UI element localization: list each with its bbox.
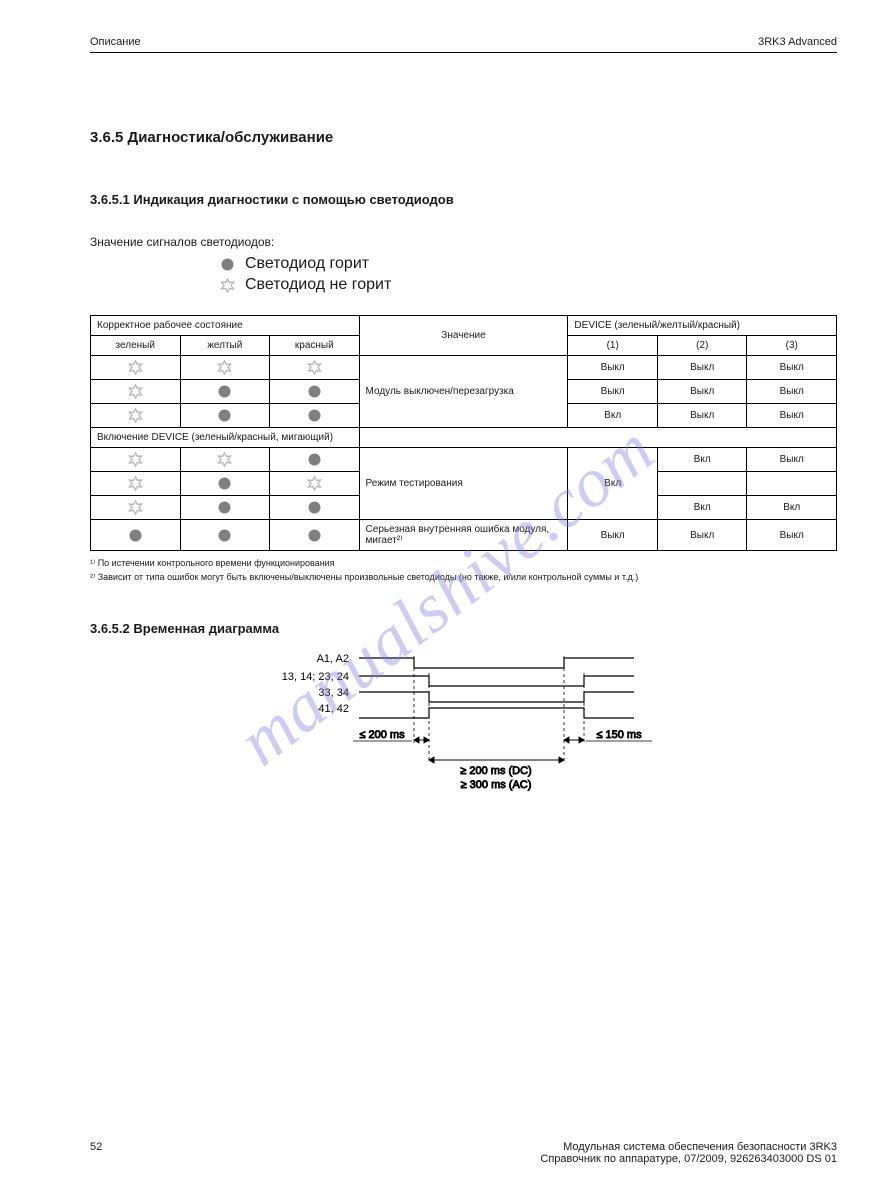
- table-row: Модуль выключен/перезагрузка Выкл Выкл В…: [91, 356, 837, 380]
- cell-led: [180, 356, 270, 380]
- col-bf: желтый: [180, 336, 270, 356]
- switch-header: Включение DEVICE (зеленый/красный, мигаю…: [91, 428, 360, 448]
- cell-led: [180, 404, 270, 428]
- cell-led: [270, 472, 360, 496]
- footnote-1: ¹⁾ По истечении контрольного времени фун…: [90, 557, 837, 569]
- cell-led: [91, 448, 181, 472]
- cell-led: [91, 496, 181, 520]
- cell-val: Выкл: [568, 380, 658, 404]
- timing-diagram: A1, A2 13, 14; 23, 24 33, 34 41, 42: [264, 648, 664, 798]
- cell-led: [270, 496, 360, 520]
- section-heading-2: 3.6.5.1 Индикация диагностики с помощью …: [90, 192, 837, 207]
- thead-meaning: Значение: [359, 316, 568, 356]
- page-header: Описание 3RK3 Advanced: [90, 36, 837, 48]
- header-right: 3RK3 Advanced: [758, 36, 837, 48]
- header-left: Описание: [90, 36, 141, 48]
- cell-led: [270, 380, 360, 404]
- cell-val: Выкл: [747, 380, 837, 404]
- cell-led: [270, 448, 360, 472]
- legend-row-on: Светодиод горит: [220, 255, 837, 273]
- svg-text:≤ 150 ms: ≤ 150 ms: [596, 729, 642, 741]
- cell-val: Выкл: [657, 520, 747, 551]
- cell-val: Выкл: [747, 448, 837, 472]
- col-device: зеленый: [91, 336, 181, 356]
- cell-led: [180, 472, 270, 496]
- cell-val: Выкл: [747, 520, 837, 551]
- thead-correct: Корректное рабочее состояние: [91, 316, 360, 336]
- page-footer: 52 Модульная система обеспечения безопас…: [90, 1141, 837, 1165]
- col-n2: (2): [657, 336, 747, 356]
- legend-row-off: Светодиод не горит: [220, 276, 837, 294]
- cell-val: [747, 472, 837, 496]
- footer-title: Модульная система обеспечения безопаснос…: [563, 1141, 837, 1153]
- cell-led: [91, 472, 181, 496]
- svg-text:≥ 200 ms (DC): ≥ 200 ms (DC): [460, 765, 531, 777]
- svg-text:≥ 300 ms (AC): ≥ 300 ms (AC): [460, 779, 531, 791]
- led-table: Корректное рабочее состояние Значение DE…: [90, 315, 837, 551]
- cell-val: Вкл: [657, 448, 747, 472]
- cell-val: Выкл: [568, 520, 658, 551]
- cell-val: Вкл: [568, 404, 658, 428]
- cell-val: [657, 472, 747, 496]
- cell-led: [91, 520, 181, 551]
- footer-page-num: 52: [90, 1141, 102, 1165]
- cell-val: Вкл: [657, 496, 747, 520]
- cell-meaning: Режим тестирования: [359, 448, 568, 520]
- cell-led: [180, 448, 270, 472]
- cell-val: Выкл: [747, 404, 837, 428]
- legend-off-label: Светодиод не горит: [245, 276, 391, 294]
- cell-led: [180, 496, 270, 520]
- legend-on-label: Светодиод горит: [245, 255, 369, 273]
- cell-val: Выкл: [747, 356, 837, 380]
- footnotes: ¹⁾ По истечении контрольного времени фун…: [90, 557, 837, 583]
- header-rule: [90, 52, 837, 53]
- led-off-icon: [220, 278, 235, 293]
- cell-led: [91, 404, 181, 428]
- cell-meaning: Модуль выключен/перезагрузка: [359, 356, 568, 428]
- footer-doc-id: Справочник по аппаратуре, 07/2009, 92626…: [540, 1153, 837, 1165]
- svg-text:13, 14; 23, 24: 13, 14; 23, 24: [281, 671, 348, 683]
- cell-led: [91, 380, 181, 404]
- cell-meaning: Серьезная внутренняя ошибка модуля, мига…: [359, 520, 568, 551]
- cell-val: Вкл: [568, 448, 658, 520]
- svg-text:33, 34: 33, 34: [318, 687, 349, 699]
- cell-led: [270, 356, 360, 380]
- cell-led: [91, 356, 181, 380]
- timing-heading: 3.6.5.2 Временная диаграмма: [90, 621, 837, 636]
- cell-led: [270, 404, 360, 428]
- cell-val: Выкл: [657, 380, 747, 404]
- cell-val: Вкл: [747, 496, 837, 520]
- col-n1: (1): [568, 336, 658, 356]
- cell-led: [180, 520, 270, 551]
- section-heading-1: 3.6.5 Диагностика/обслуживание: [90, 129, 837, 146]
- legend-intro: Значение сигналов светодиодов:: [90, 235, 837, 249]
- cell-led: [180, 380, 270, 404]
- table-row: Серьезная внутренняя ошибка модуля, мига…: [91, 520, 837, 551]
- switch-blank: [359, 428, 836, 448]
- cell-led: [270, 520, 360, 551]
- footnote-2: ²⁾ Зависит от типа ошибок могут быть вкл…: [90, 571, 837, 583]
- thead-device: DEVICE (зеленый/желтый/красный): [568, 316, 837, 336]
- led-on-icon: [220, 257, 235, 272]
- cell-val: Выкл: [657, 404, 747, 428]
- svg-text:A1, A2: A1, A2: [316, 653, 348, 665]
- col-n3: (3): [747, 336, 837, 356]
- col-sf: красный: [270, 336, 360, 356]
- table-row: Режим тестирования Вкл Вкл Выкл: [91, 448, 837, 472]
- svg-text:≤ 200 ms: ≤ 200 ms: [359, 729, 405, 741]
- cell-val: Выкл: [568, 356, 658, 380]
- cell-val: Выкл: [657, 356, 747, 380]
- svg-text:41, 42: 41, 42: [318, 703, 349, 715]
